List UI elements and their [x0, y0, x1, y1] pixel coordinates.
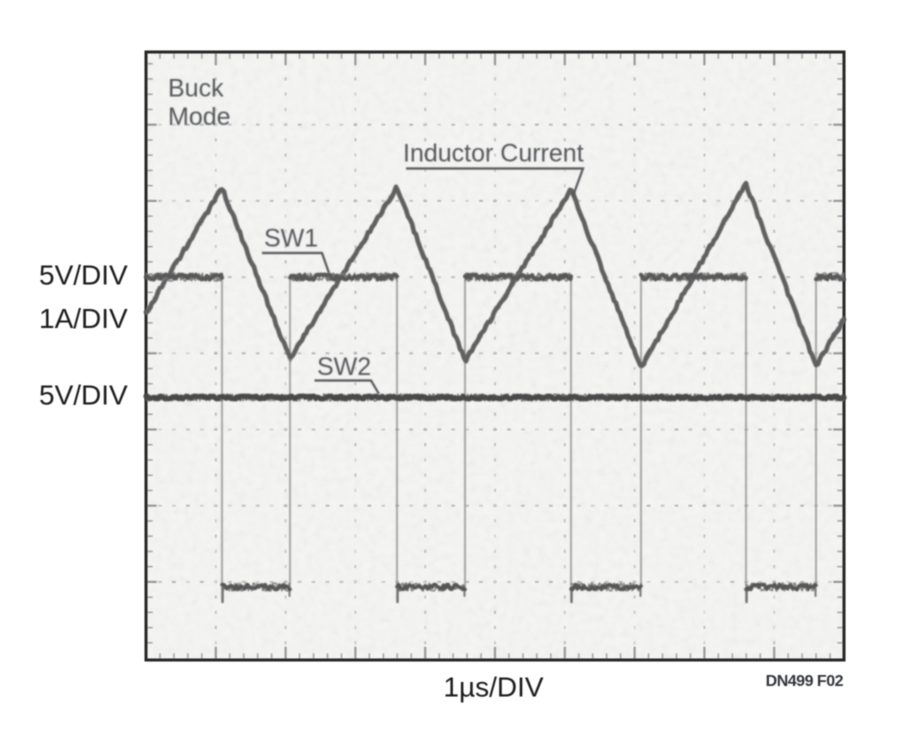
svg-text:5V/DIV: 5V/DIV [39, 260, 128, 291]
svg-text:1µs/DIV: 1µs/DIV [443, 672, 543, 703]
svg-text:Mode: Mode [168, 103, 231, 131]
svg-text:SW1: SW1 [264, 225, 318, 253]
svg-text:5V/DIV: 5V/DIV [39, 380, 128, 411]
svg-text:DN499 F02: DN499 F02 [766, 673, 844, 690]
svg-text:Buck: Buck [168, 75, 224, 103]
svg-text:1A/DIV: 1A/DIV [39, 303, 128, 334]
svg-text:SW2: SW2 [317, 353, 371, 381]
svg-text:Inductor Current: Inductor Current [403, 140, 584, 168]
